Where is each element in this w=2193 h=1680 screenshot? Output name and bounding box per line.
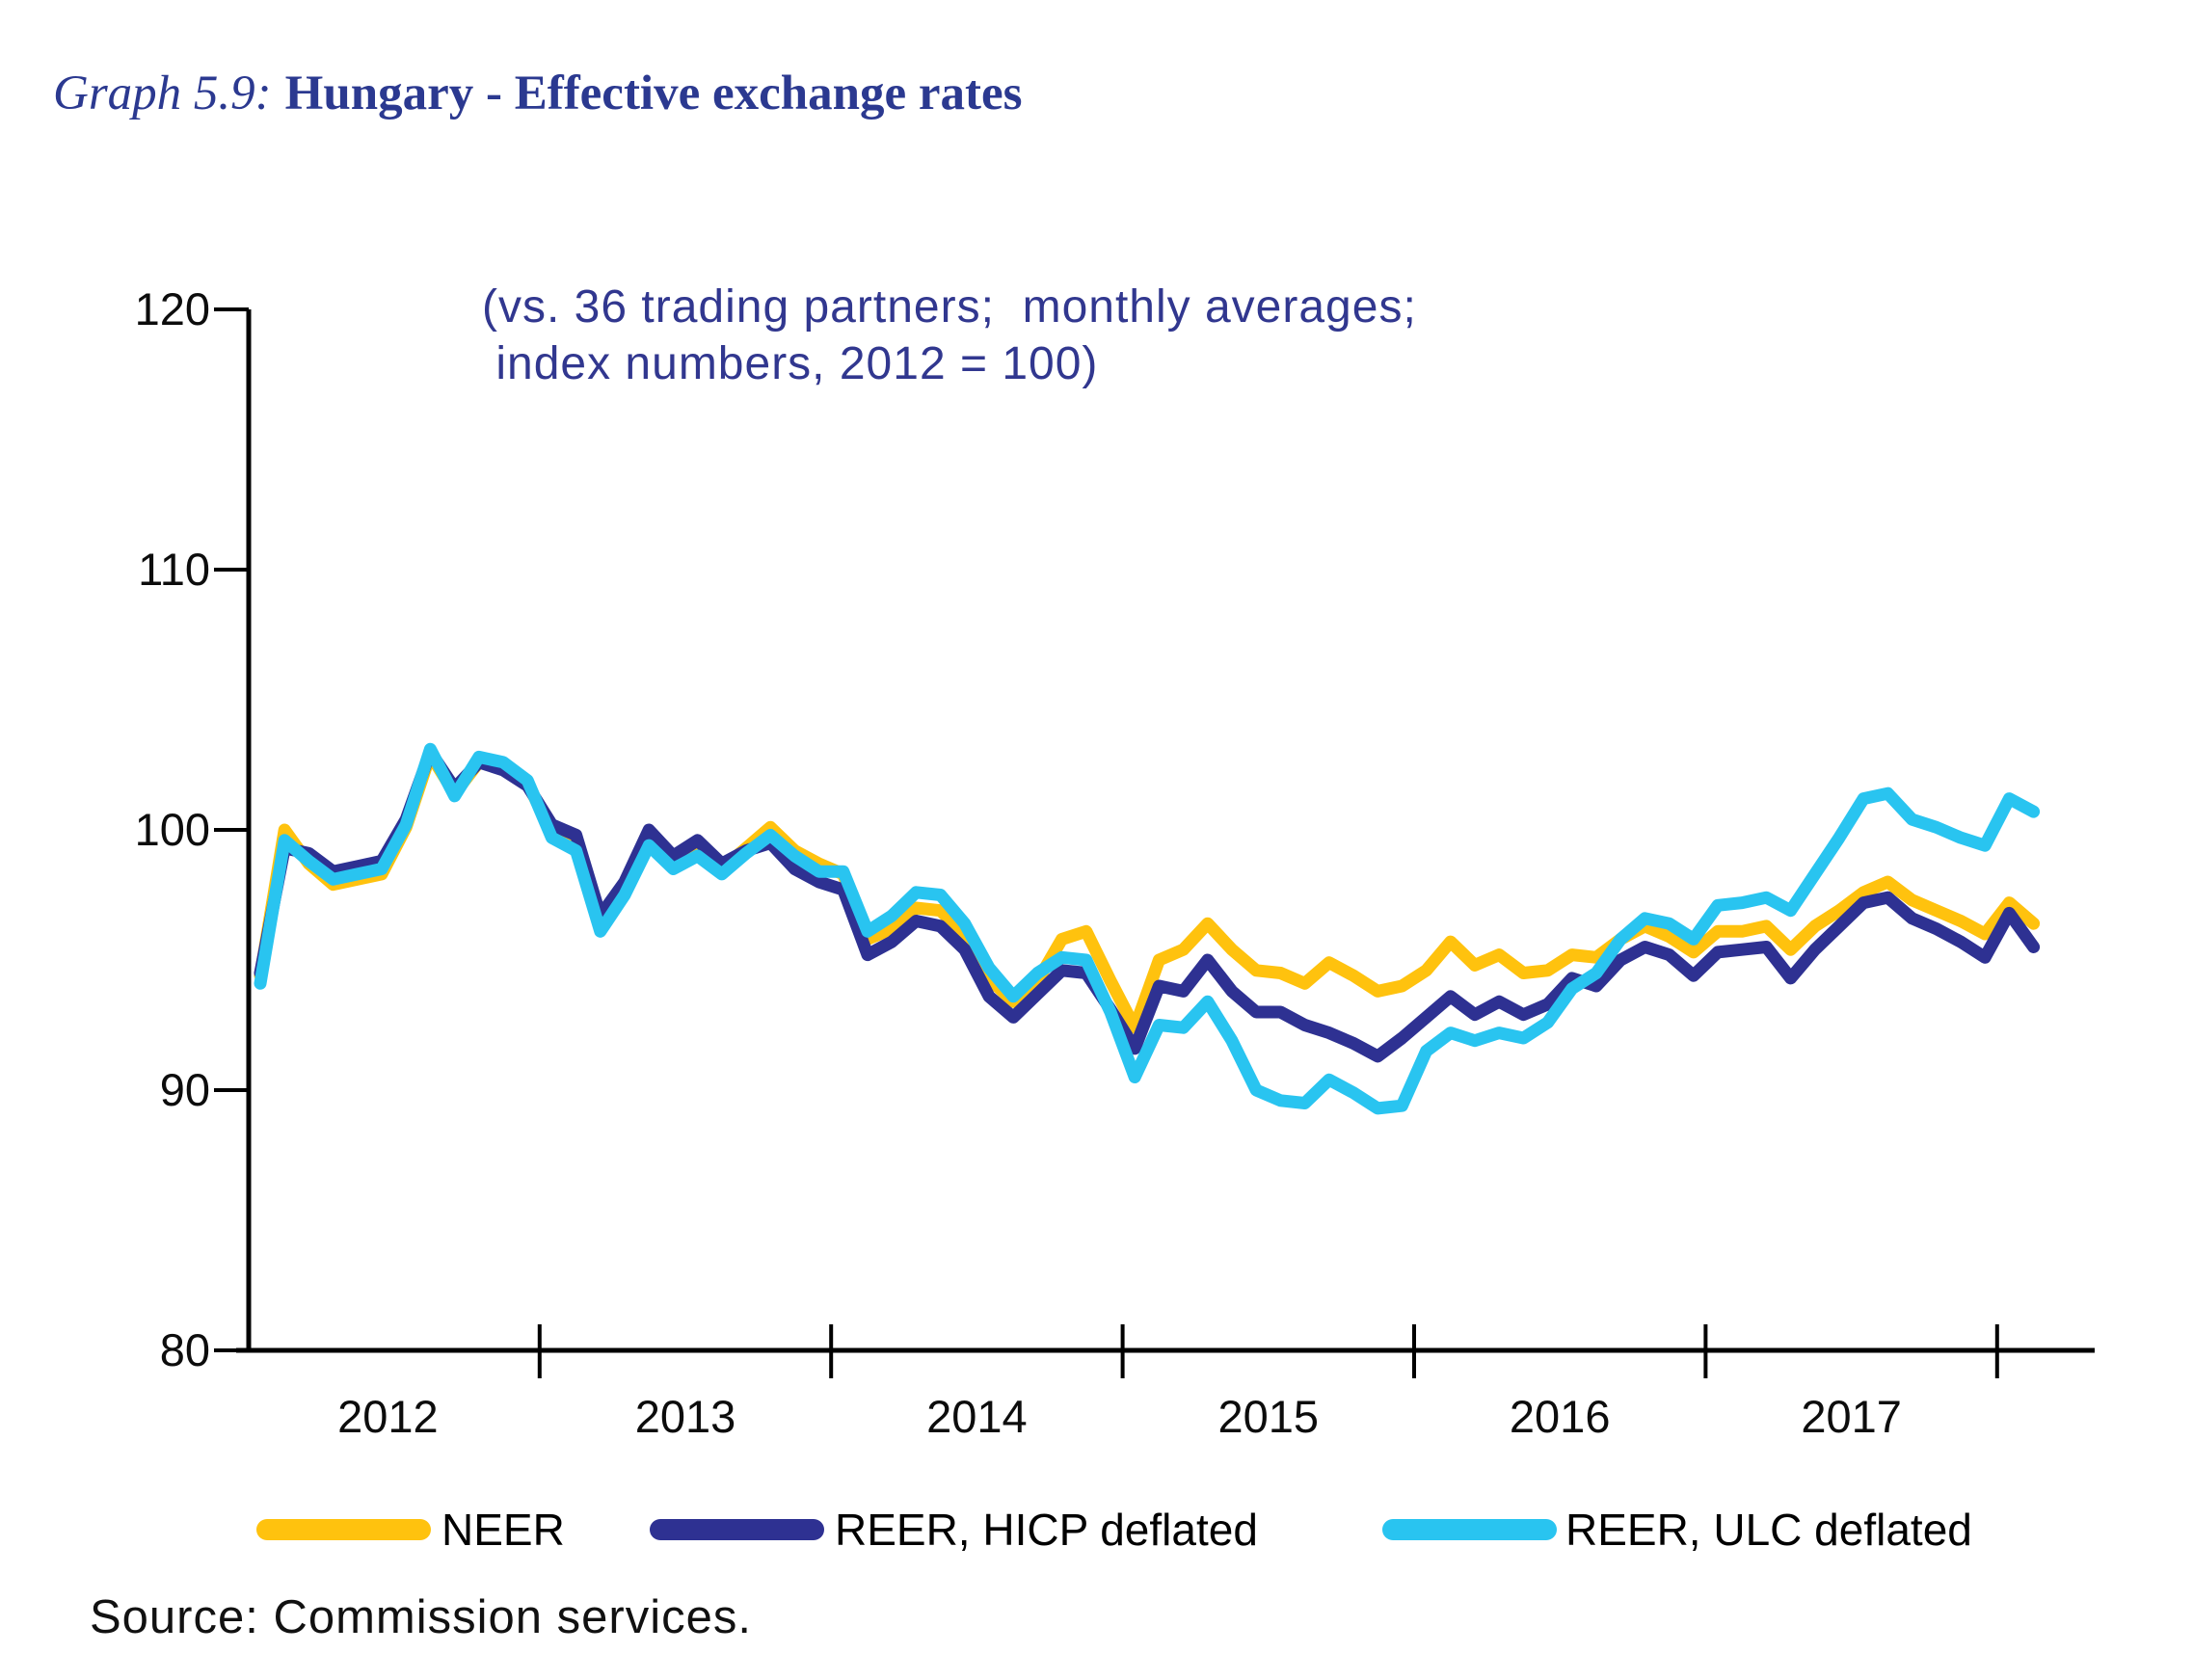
legend-label-reer-ulc: REER, ULC deflated [1565,1505,1972,1555]
y-axis-label-100: 100 [134,804,210,855]
legend-label-neer: NEER [441,1505,565,1555]
series-line-reer-ulc-deflated [254,742,2041,1115]
legend-swatch-neer [256,1519,431,1540]
x-axis-label-2016: 2016 [1509,1391,1611,1442]
chart-subtitle: (vs. 36 trading partners; monthly averag… [482,281,1417,389]
y-axis-label-110: 110 [138,544,210,595]
chart-title: Graph 5.9: Hungary - Effective exchange r… [53,66,1022,121]
x-axis-label-2013: 2013 [634,1391,736,1442]
chart-title-prefix: Graph 5.9: [53,67,272,120]
y-axis-label-90: 90 [159,1064,210,1115]
y-axis-label-80: 80 [159,1324,210,1375]
series-line-reer-hicp-deflated [254,745,2041,1063]
x-axis-label-2012: 2012 [337,1391,439,1442]
x-axis-label-2017: 2017 [1801,1391,1902,1442]
legend-swatch-reer-hicp [650,1519,824,1540]
y-axis-label-120: 120 [134,283,210,334]
legend-label-reer-hicp: REER, HICP deflated [835,1505,1258,1555]
source-note: Source: Commission services. [90,1591,752,1643]
chart-title-main: Hungary - Effective exchange rates [284,67,1023,120]
legend-swatch-reer-ulc [1382,1519,1557,1540]
x-axis-label-2015: 2015 [1217,1391,1320,1442]
x-axis-label-2014: 2014 [926,1391,1028,1442]
